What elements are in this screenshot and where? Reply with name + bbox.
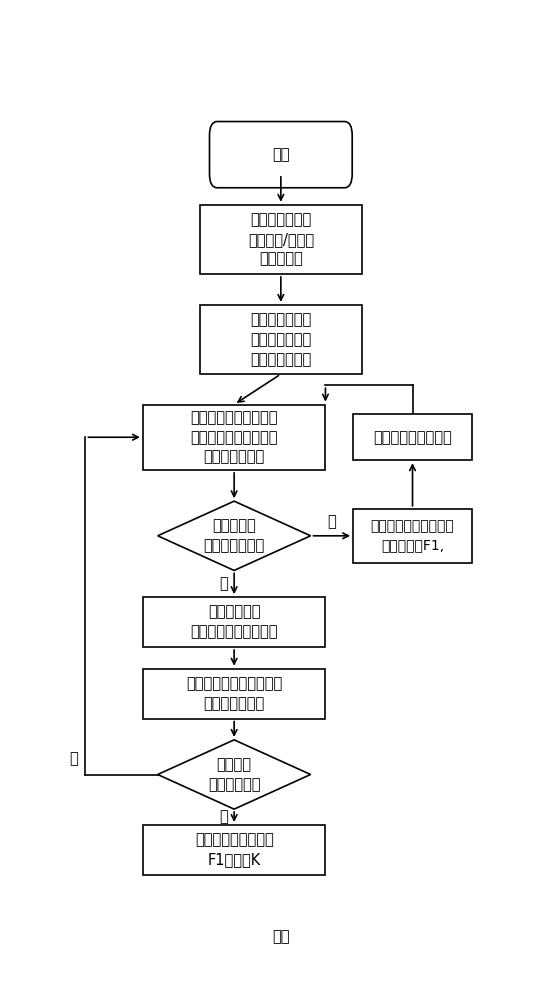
Bar [143, 825, 326, 875]
Bar [143, 597, 326, 647]
Text: 寻找报价最高的
电力用户、报价
最低的发电企业: 寻找报价最高的 电力用户、报价 最低的发电企业 [250, 312, 311, 367]
Text: 否: 否 [69, 752, 78, 767]
Polygon shape [158, 740, 311, 809]
Text: 计算已成交及待确定的
市场主体的F1,: 计算已成交及待确定的 市场主体的F1, [370, 520, 454, 552]
Text: 是: 是 [219, 810, 228, 825]
Text: 按照申报电价电力用户
由高到低排序；发电企
业由低到高排序: 按照申报电价电力用户 由高到低排序；发电企 业由低到高排序 [190, 410, 278, 465]
Text: 统计出清对；
计算成交对的出清电价: 统计出清对； 计算成交对的出清电价 [190, 605, 278, 639]
FancyBboxPatch shape [209, 122, 352, 188]
Bar [353, 509, 472, 563]
Text: 是否满足
市场出清约束: 是否满足 市场出清约束 [208, 757, 260, 792]
Bar [200, 205, 362, 274]
Bar [143, 669, 326, 719]
Text: 否: 否 [219, 576, 228, 591]
Text: 结束: 结束 [272, 929, 289, 944]
Bar [353, 414, 472, 460]
Polygon shape [158, 501, 311, 570]
Text: 统计成交对的成交电量；
统计已成交电量: 统计成交对的成交电量； 统计已成交电量 [186, 676, 282, 711]
Text: 是否有报价
相同的市场主体: 是否有报价 相同的市场主体 [203, 518, 265, 553]
FancyBboxPatch shape [209, 903, 352, 970]
Bar [143, 405, 326, 470]
Bar [200, 305, 362, 374]
Text: 是: 是 [328, 514, 336, 529]
Text: 输入发电企业、
电力用户/售电公
司报价信息: 输入发电企业、 电力用户/售电公 司报价信息 [248, 212, 314, 267]
Text: 选择成交的市场主体: 选择成交的市场主体 [373, 430, 452, 445]
Text: 计算所有成交主体的
F1；计算K: 计算所有成交主体的 F1；计算K [195, 833, 273, 867]
Text: 开始: 开始 [272, 147, 289, 162]
